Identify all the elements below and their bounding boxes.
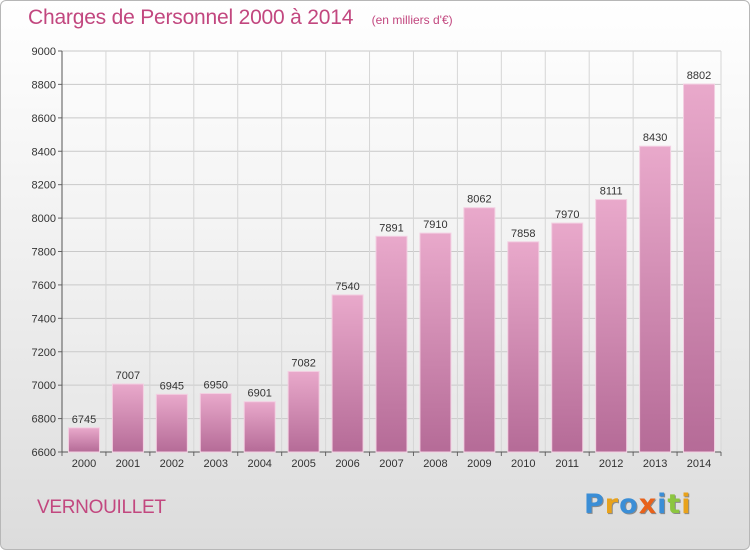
x-tick-label-2007: 2007 — [379, 458, 403, 470]
value-label-2002: 6945 — [160, 380, 184, 392]
bar-2002 — [155, 393, 188, 453]
y-tick-label: 7000 — [32, 380, 56, 392]
commune-name: VERNOUILLET — [37, 497, 166, 518]
bar-2010 — [507, 241, 540, 453]
value-label-2005: 7082 — [291, 357, 315, 369]
y-tick-label: 7800 — [32, 247, 56, 259]
bar-2006 — [331, 294, 364, 453]
y-tick-label: 7200 — [32, 347, 56, 359]
value-label-2003: 6950 — [204, 380, 228, 392]
x-tick-label-2000: 2000 — [72, 458, 96, 470]
value-label-2011: 7970 — [555, 209, 579, 221]
x-tick-label-2005: 2005 — [291, 458, 315, 470]
bar-2000 — [67, 427, 100, 453]
bar-2011 — [551, 222, 584, 453]
y-tick-label: 8600 — [32, 113, 56, 125]
x-tick-label-2012: 2012 — [599, 458, 623, 470]
value-label-2012: 8111 — [600, 186, 623, 198]
chart-title: Charges de Personnel 2000 à 2014 — [28, 6, 354, 29]
value-label-2009: 8062 — [467, 194, 491, 206]
title-row: Charges de Personnel 2000 à 2014 (en mil… — [28, 6, 453, 30]
x-tick-label-2002: 2002 — [160, 458, 184, 470]
logo-letter: i — [657, 489, 668, 520]
y-tick-label: 6600 — [32, 447, 56, 459]
x-tick-label-2009: 2009 — [467, 458, 491, 470]
bar-2003 — [199, 393, 232, 453]
logo-letter: t — [667, 489, 682, 520]
bar-2005 — [287, 370, 320, 453]
value-label-2010: 7858 — [511, 228, 535, 240]
bar-2013 — [639, 145, 672, 453]
bar-2007 — [375, 235, 408, 453]
x-tick-label-2006: 2006 — [335, 458, 359, 470]
y-tick-label: 8800 — [32, 79, 56, 91]
value-label-2000: 6745 — [72, 414, 96, 426]
value-label-2006: 7540 — [335, 281, 359, 293]
bar-2012 — [595, 199, 628, 453]
bar-2009 — [463, 207, 496, 453]
x-tick-label-2001: 2001 — [116, 458, 140, 470]
value-label-2007: 7891 — [379, 222, 403, 234]
logo-letter: o — [619, 489, 639, 520]
bar-2008 — [419, 232, 452, 453]
bar-2004 — [243, 401, 276, 453]
y-tick-label: 8400 — [32, 146, 56, 158]
x-tick-label-2010: 2010 — [511, 458, 535, 470]
chart-subtitle: (en milliers d'€) — [371, 13, 453, 27]
logo-letter: r — [604, 489, 620, 520]
y-tick-label: 7400 — [32, 313, 56, 325]
x-tick-label-2008: 2008 — [423, 458, 447, 470]
logo-letter: P — [584, 489, 605, 520]
y-tick-label: 9000 — [32, 46, 56, 58]
y-tick-label: 6800 — [32, 414, 56, 426]
y-tick-label: 8000 — [32, 213, 56, 225]
value-label-2001: 7007 — [116, 370, 140, 382]
y-tick-label: 7600 — [32, 280, 56, 292]
logo-letter: i — [681, 489, 692, 520]
value-label-2014: 8802 — [687, 70, 711, 82]
x-tick-label-2014: 2014 — [687, 458, 711, 470]
logo-letter: x — [638, 489, 658, 520]
value-label-2004: 6901 — [247, 388, 271, 400]
x-tick-label-2003: 2003 — [204, 458, 228, 470]
bar-2014 — [683, 83, 716, 453]
x-tick-label-2004: 2004 — [247, 458, 271, 470]
x-tick-label-2011: 2011 — [555, 458, 579, 470]
proxiti-logo: Proxiti — [584, 489, 692, 520]
bar-2001 — [111, 383, 144, 453]
x-tick-label-2013: 2013 — [643, 458, 667, 470]
y-tick-label: 8200 — [32, 180, 56, 192]
value-label-2013: 8430 — [643, 132, 667, 144]
value-label-2008: 7910 — [423, 219, 447, 231]
